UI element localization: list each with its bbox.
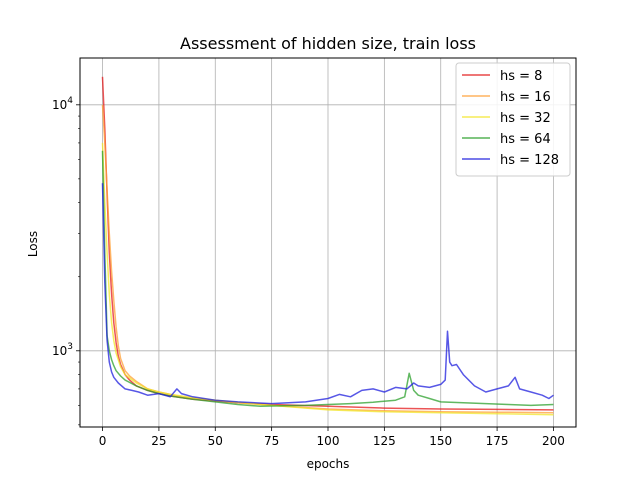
series-line-2 [101, 142, 554, 416]
x-axis-label: epochs [307, 457, 350, 471]
x-tick-label: 100 [317, 434, 340, 448]
series-line-3 [101, 150, 554, 408]
legend-label: hs = 128 [500, 153, 559, 168]
x-tick-label: 75 [264, 434, 279, 448]
legend-label: hs = 32 [500, 111, 551, 126]
x-tick-label: 50 [208, 434, 223, 448]
series-line-4 [101, 183, 554, 405]
y-tick-label: 103 [52, 342, 73, 358]
x-tick-label: 25 [151, 434, 166, 448]
chart-title: Assessment of hidden size, train loss [180, 34, 476, 53]
y-tick-label: 104 [52, 96, 73, 112]
y-axis-ticks: 103 104 [52, 96, 80, 426]
legend-label: hs = 16 [500, 90, 551, 105]
series-lines [101, 76, 554, 416]
x-axis-ticks: 0 25 50 75 100 125 150 175 200 [99, 427, 565, 448]
x-tick-label: 125 [373, 434, 396, 448]
legend-label: hs = 8 [500, 69, 542, 84]
legend: hs = 8 hs = 16 hs = 32 hs = 64 hs = 128 [455, 62, 571, 177]
x-tick-label: 175 [486, 434, 509, 448]
y-axis-label: Loss [26, 231, 40, 257]
legend-box [455, 62, 571, 177]
x-tick-label: 150 [429, 434, 452, 448]
x-tick-label: 0 [99, 434, 107, 448]
legend-label: hs = 64 [500, 132, 551, 147]
x-tick-label: 200 [542, 434, 565, 448]
